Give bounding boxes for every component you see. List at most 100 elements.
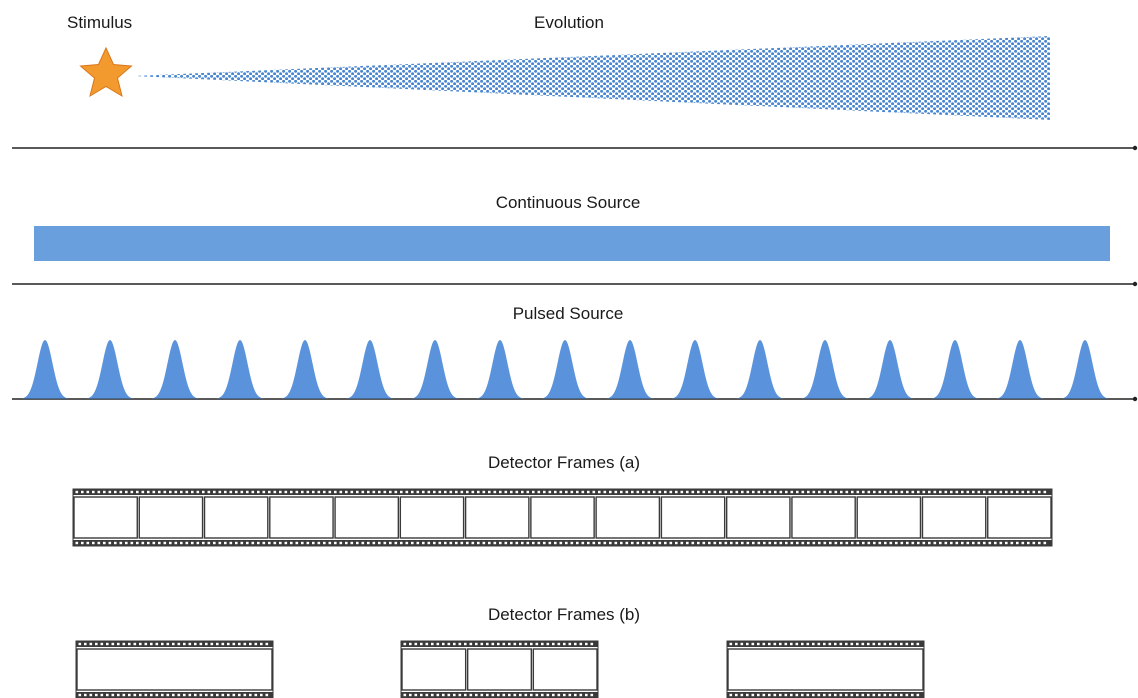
sprocket-hole	[78, 642, 82, 646]
sprocket-hole	[823, 642, 826, 646]
sprocket-hole	[312, 541, 315, 545]
sprocket-hole	[741, 541, 744, 545]
sprocket-hole	[147, 490, 150, 494]
sprocket-hole	[713, 541, 717, 545]
sprocket-hole	[147, 541, 150, 545]
sprocket-hole	[411, 541, 414, 545]
sprocket-hole	[658, 490, 662, 494]
sprocket-hole	[568, 642, 572, 646]
sprocket-hole	[664, 541, 667, 545]
sprocket-hole	[829, 490, 832, 494]
sprocket-hole	[196, 490, 200, 494]
sprocket-hole	[301, 490, 304, 494]
sprocket-hole	[89, 642, 93, 646]
sprocket-hole	[169, 490, 172, 494]
sprocket-hole	[999, 541, 1003, 545]
sprocket-hole	[746, 642, 749, 646]
sprocket-hole	[119, 541, 123, 545]
sprocket-hole	[785, 541, 788, 545]
detector-frame	[203, 496, 269, 539]
sprocket-hole	[845, 490, 849, 494]
sprocket-hole	[295, 541, 299, 545]
pulse-peak	[346, 340, 394, 399]
sprocket-hole	[92, 490, 95, 494]
sprocket-hole	[191, 490, 194, 494]
sprocket-hole	[133, 642, 137, 646]
sprocket-hole	[161, 642, 164, 646]
sprocket-hole	[290, 490, 293, 494]
sprocket-hole	[972, 490, 975, 494]
sprocket-hole	[334, 541, 337, 545]
pulse-peak	[541, 340, 589, 399]
sprocket-hole	[447, 693, 451, 697]
sprocket-hole	[856, 642, 859, 646]
filmstrip-b	[75, 640, 925, 698]
sprocket-hole	[284, 541, 288, 545]
sprocket-hole	[188, 693, 192, 697]
sprocket-hole	[458, 693, 462, 697]
sprocket-hole	[609, 541, 612, 545]
sprocket-hole	[240, 541, 244, 545]
sprocket-hole	[284, 490, 288, 494]
sprocket-hole	[944, 541, 948, 545]
sprocket-hole	[218, 490, 222, 494]
sprocket-hole	[900, 541, 904, 545]
sprocket-hole	[306, 541, 310, 545]
sprocket-hole	[504, 490, 508, 494]
filmstrip	[400, 640, 599, 698]
sprocket-hole	[89, 693, 93, 697]
sprocket-hole	[598, 490, 601, 494]
sprocket-hole	[491, 693, 495, 697]
sprocket-hole	[232, 642, 236, 646]
sprocket-hole	[416, 541, 420, 545]
sprocket-hole	[103, 541, 106, 545]
sprocket-hole	[574, 693, 577, 697]
sprocket-hole	[845, 642, 848, 646]
detector-frame	[856, 496, 922, 539]
sprocket-hole	[422, 490, 425, 494]
sprocket-hole	[839, 642, 843, 646]
sprocket-hole	[916, 642, 920, 646]
sprocket-hole	[883, 693, 887, 697]
sprocket-hole	[227, 693, 230, 697]
sprocket-hole	[447, 642, 451, 646]
sprocket-hole	[773, 642, 777, 646]
sprocket-hole	[642, 541, 645, 545]
sprocket-hole	[268, 490, 271, 494]
sprocket-hole	[680, 541, 684, 545]
sprocket-hole	[301, 541, 304, 545]
sprocket-hole	[295, 490, 299, 494]
sprocket-hole	[519, 642, 522, 646]
sprocket-hole	[1038, 490, 1041, 494]
sprocket-band-bottom	[73, 540, 1052, 546]
sprocket-hole	[812, 541, 816, 545]
sprocket-hole	[442, 693, 445, 697]
sprocket-hole	[873, 541, 876, 545]
sprocket-hole	[546, 642, 550, 646]
sprocket-hole	[152, 490, 156, 494]
detector-frame	[334, 496, 400, 539]
sprocket-hole	[78, 693, 82, 697]
sprocket-hole	[185, 541, 189, 545]
sprocket-hole	[111, 642, 115, 646]
sprocket-hole	[367, 541, 370, 545]
sprocket-hole	[574, 642, 577, 646]
sprocket-hole	[785, 490, 788, 494]
sprocket-hole	[106, 693, 109, 697]
sprocket-hole	[862, 541, 865, 545]
sprocket-hole	[155, 693, 159, 697]
sprocket-hole	[119, 490, 123, 494]
sprocket-hole	[928, 490, 931, 494]
sprocket-hole	[587, 541, 590, 545]
sprocket-hole	[751, 693, 755, 697]
sprocket-hole	[139, 642, 142, 646]
sprocket-hole	[862, 490, 865, 494]
sprocket-hole	[469, 693, 473, 697]
sprocket-hole	[243, 693, 247, 697]
detector-frames-a-label: Detector Frames (a)	[487, 453, 641, 472]
sprocket-hole	[183, 642, 186, 646]
sprocket-hole	[491, 642, 495, 646]
sprocket-hole	[199, 642, 203, 646]
filmstrip-border	[75, 640, 274, 698]
pulse-train	[21, 340, 1109, 399]
